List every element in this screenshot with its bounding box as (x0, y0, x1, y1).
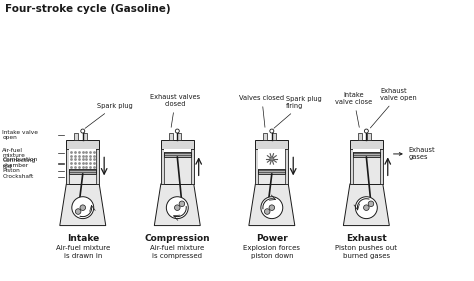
Circle shape (166, 197, 188, 219)
Bar (169, 133, 173, 140)
Circle shape (264, 209, 270, 214)
Bar (69, 149, 96, 169)
Bar (96, 149, 99, 184)
Bar (358, 133, 362, 140)
Bar (258, 149, 285, 169)
Text: Exhaust valves
closed: Exhaust valves closed (150, 94, 201, 127)
Circle shape (368, 201, 374, 207)
Text: Combustion
chamber: Combustion chamber (2, 157, 37, 168)
Bar (380, 149, 383, 184)
Text: Four-stroke cycle (Gasoline): Four-stroke cycle (Gasoline) (5, 4, 171, 14)
Bar (350, 149, 353, 184)
Circle shape (72, 197, 94, 219)
Bar (285, 149, 288, 184)
Bar (255, 149, 288, 184)
Bar (161, 140, 194, 149)
Circle shape (174, 205, 180, 210)
Polygon shape (249, 184, 295, 226)
Bar (191, 149, 194, 184)
Circle shape (175, 129, 179, 133)
Bar (83, 133, 87, 140)
Text: Spark plug: Spark plug (85, 103, 132, 128)
Text: Power: Power (256, 234, 288, 243)
Circle shape (261, 197, 283, 219)
Text: Crockshaft: Crockshaft (2, 174, 33, 179)
Polygon shape (155, 184, 201, 226)
Circle shape (75, 209, 81, 214)
Circle shape (269, 205, 274, 210)
Bar (263, 133, 267, 140)
Bar (161, 149, 194, 184)
Bar (258, 169, 285, 174)
Text: Piston: Piston (2, 168, 20, 173)
Text: Exhaust: Exhaust (346, 234, 387, 243)
Bar (161, 149, 164, 184)
Text: Air-fuel mixture
is drawn in: Air-fuel mixture is drawn in (55, 246, 110, 259)
Circle shape (80, 205, 85, 210)
Circle shape (356, 197, 377, 219)
Circle shape (365, 129, 368, 133)
Text: Connecting
rod: Connecting rod (2, 158, 36, 169)
Bar (350, 140, 383, 149)
Text: Intake: Intake (67, 234, 99, 243)
Text: Explosion forces
piston down: Explosion forces piston down (243, 246, 301, 259)
Text: Compression: Compression (145, 234, 210, 243)
Bar (66, 140, 99, 149)
Text: Exhaust
valve open: Exhaust valve open (370, 88, 417, 128)
Text: Intake
valve close: Intake valve close (335, 92, 373, 127)
Bar (164, 149, 191, 152)
Polygon shape (343, 184, 389, 226)
Circle shape (179, 201, 185, 207)
Bar (255, 140, 288, 149)
Bar (74, 133, 78, 140)
Text: Air-fuel
mixture: Air-fuel mixture (2, 148, 25, 158)
Bar (66, 149, 69, 184)
Circle shape (270, 157, 274, 161)
Text: Piston pushes out
burned gases: Piston pushes out burned gases (336, 246, 397, 259)
Polygon shape (60, 184, 106, 226)
Bar (66, 149, 99, 184)
Circle shape (364, 205, 369, 210)
Text: Intake valve
open: Intake valve open (2, 130, 38, 140)
Bar (353, 152, 380, 157)
Text: Spark plug
firing: Spark plug firing (274, 96, 321, 128)
Bar (255, 149, 258, 184)
Text: Exhaust
gases: Exhaust gases (393, 148, 435, 160)
Bar (350, 149, 383, 184)
Bar (69, 169, 96, 174)
Bar (353, 149, 380, 152)
Bar (177, 133, 182, 140)
Circle shape (270, 129, 274, 133)
Text: Air-fuel mixture
is compressed: Air-fuel mixture is compressed (150, 246, 204, 259)
Circle shape (81, 129, 85, 133)
Text: Valves closed: Valves closed (239, 95, 284, 127)
Bar (366, 133, 371, 140)
Bar (164, 152, 191, 157)
Bar (272, 133, 276, 140)
